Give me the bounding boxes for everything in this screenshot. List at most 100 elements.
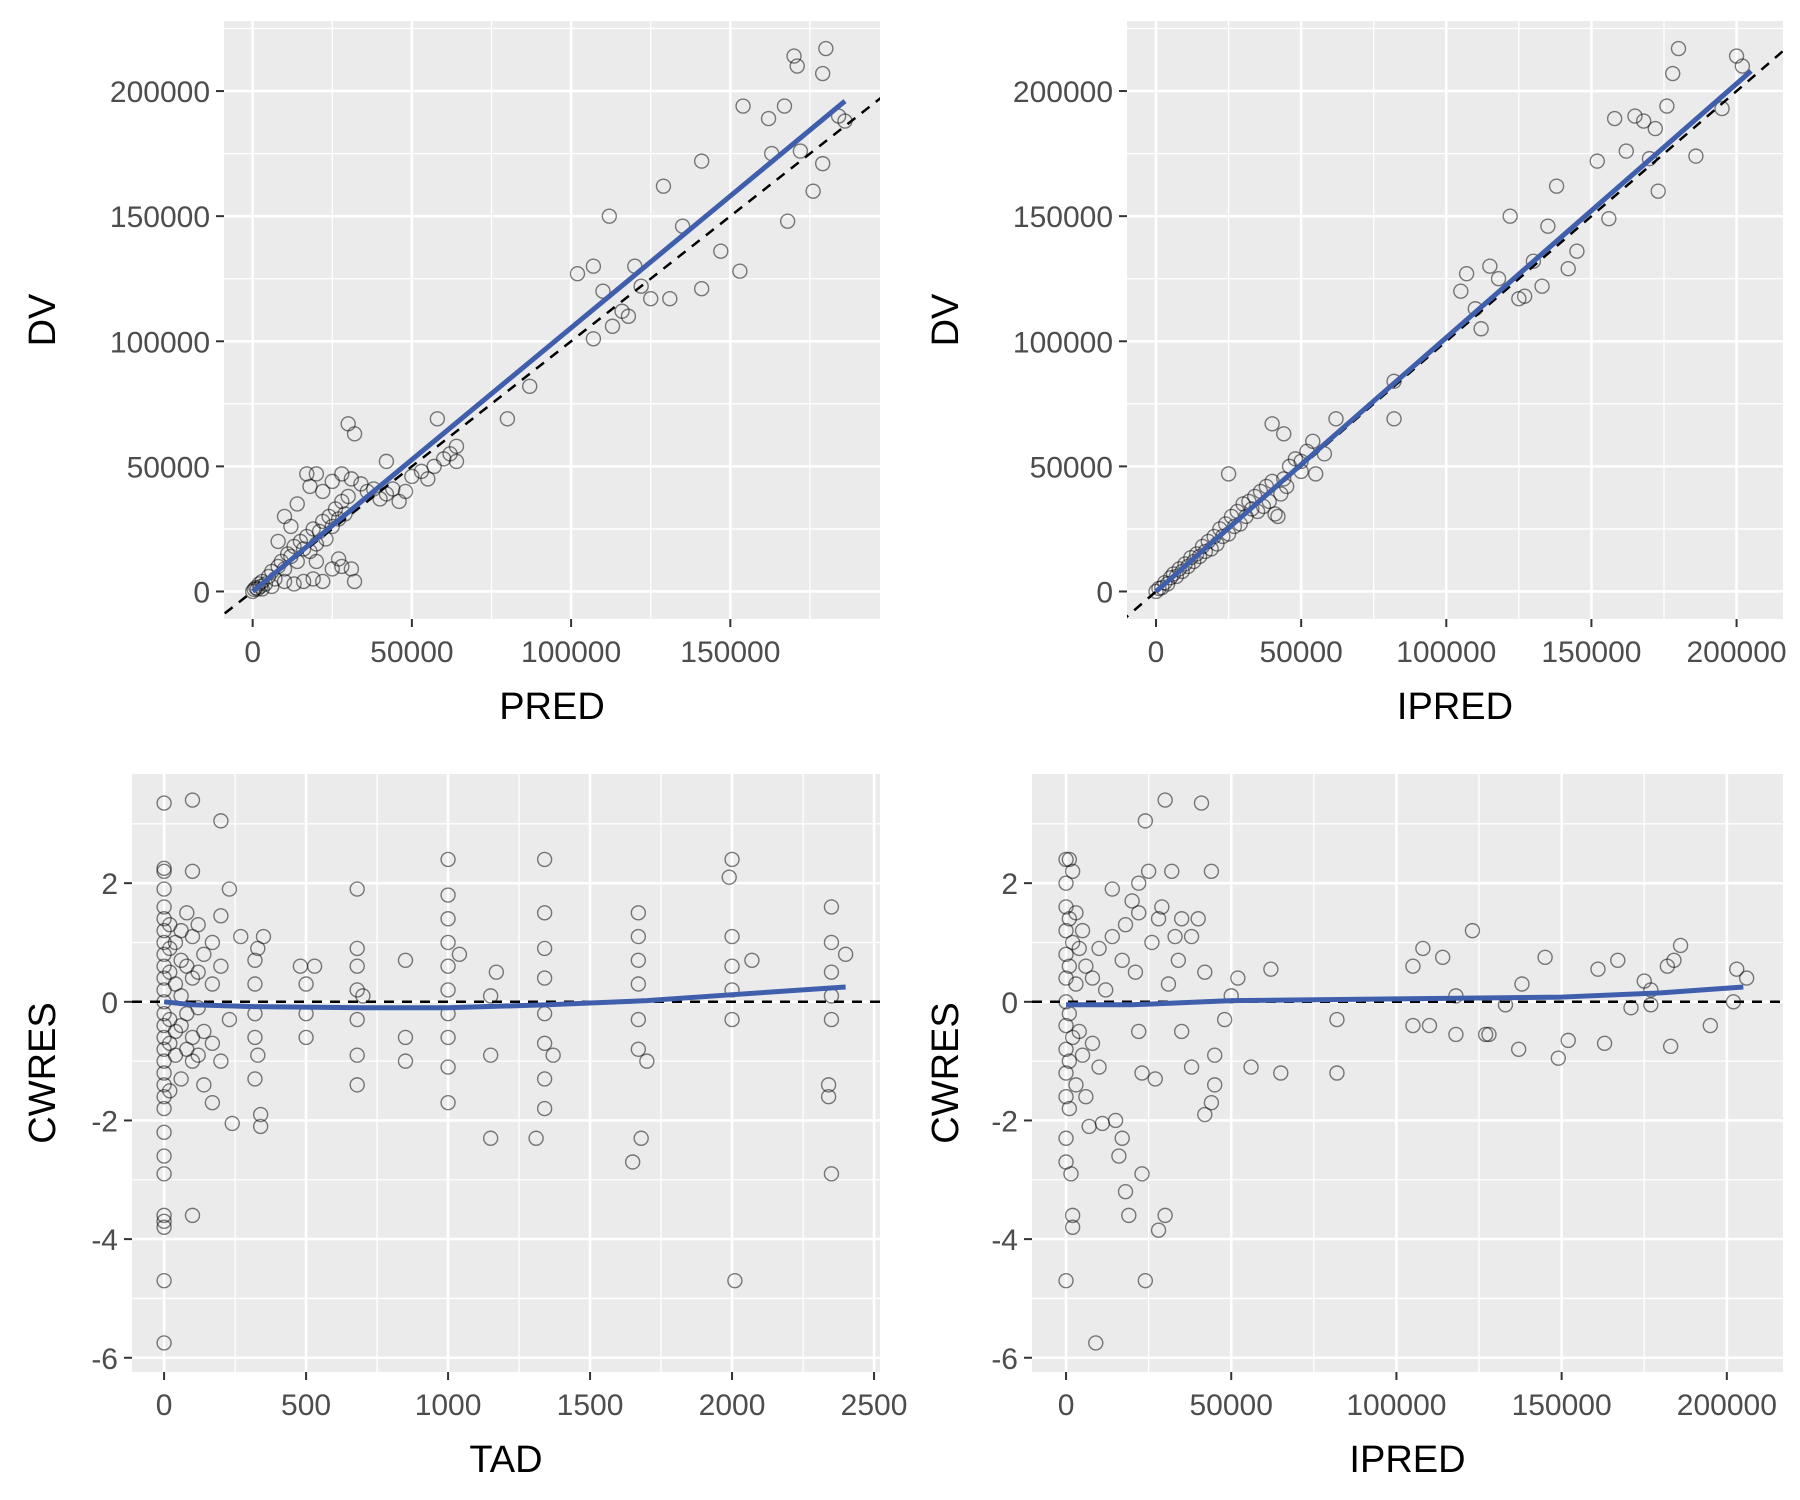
data-point [536, 1035, 553, 1052]
data-point [643, 291, 659, 307]
data-point [779, 213, 796, 229]
data-point [1058, 1017, 1074, 1034]
data-point [1117, 1183, 1134, 1200]
data-point [724, 928, 740, 945]
data-point [440, 1029, 456, 1046]
data-point [1618, 143, 1634, 159]
data-point [1666, 952, 1682, 968]
x-tick-label: 150000 [680, 636, 780, 669]
data-point [184, 1207, 201, 1224]
data-point [1405, 958, 1421, 974]
data-point [349, 881, 365, 897]
data-point [156, 1148, 172, 1164]
data-point [1548, 178, 1565, 194]
data-point [251, 576, 267, 592]
data-point [536, 1071, 553, 1087]
data-point [349, 940, 365, 957]
data-point [1203, 863, 1220, 879]
data-point [482, 988, 499, 1004]
data-point [760, 110, 777, 127]
panel-3: 0 500 1000 1500 2000 2500 -6 -4 -2 0 2 TAD CWRES [22, 774, 907, 1481]
data-point [727, 1272, 743, 1289]
data-point [1276, 471, 1292, 487]
data-point [1514, 976, 1530, 992]
data-point [1473, 321, 1489, 337]
data-point [397, 483, 414, 500]
data-point [1203, 1094, 1220, 1111]
data-point [1074, 922, 1091, 939]
data-point [204, 976, 221, 992]
data-point [156, 1335, 172, 1351]
data-point [744, 952, 760, 968]
data-point [662, 291, 678, 307]
data-point [585, 258, 602, 274]
x-axis-title: TAD [469, 1439, 542, 1481]
data-point [1220, 466, 1237, 482]
data-point [156, 1065, 172, 1081]
data-point [732, 263, 748, 279]
data-point [1590, 961, 1606, 977]
data-point [1510, 1041, 1527, 1057]
data-point [298, 1029, 314, 1046]
smooth-trend-line [1154, 69, 1753, 594]
data-point [156, 911, 172, 927]
data-point [776, 98, 793, 114]
y-tick-label: 150000 [110, 201, 210, 234]
data-point [482, 1130, 499, 1146]
data-point [378, 453, 395, 470]
data-point [1063, 1166, 1079, 1182]
data-point [1058, 1272, 1074, 1289]
data-point [306, 958, 323, 974]
data-point [1104, 928, 1120, 945]
data-point [585, 331, 602, 347]
identity-reference-line [1127, 49, 1783, 619]
data-point [1061, 1053, 1078, 1069]
data-point [823, 964, 840, 980]
x-tick-label: 50000 [370, 636, 453, 669]
y-axis-title: DV [925, 293, 967, 346]
data-point [528, 1130, 544, 1146]
data-point [213, 1053, 229, 1069]
data-point [1162, 570, 1179, 586]
data-point [156, 795, 172, 811]
data-point [349, 1077, 365, 1093]
data-point [1127, 964, 1144, 980]
data-point [818, 40, 834, 57]
y-tick-label: 2 [101, 868, 118, 901]
data-point [1537, 949, 1553, 966]
data-point [190, 964, 206, 980]
y-tick-label: 50000 [1030, 451, 1113, 484]
data-point [1729, 961, 1745, 977]
y-tick-label: -6 [991, 1343, 1018, 1376]
data-point [693, 153, 710, 169]
data-point [1104, 881, 1120, 897]
data-point [1071, 940, 1087, 957]
data-point [156, 1219, 172, 1235]
data-point [1107, 1112, 1124, 1129]
data-point [1157, 1207, 1173, 1224]
plot-area [1127, 40, 1783, 619]
data-point [305, 571, 321, 587]
data-point [397, 1053, 414, 1069]
data-point [346, 426, 363, 442]
data-point [1074, 1047, 1091, 1063]
data-point [315, 573, 331, 590]
data-point [633, 1130, 649, 1146]
data-point [308, 466, 325, 482]
data-point [1197, 1106, 1213, 1123]
data-point [1264, 416, 1280, 432]
data-point [1134, 1166, 1150, 1182]
data-point [1273, 1065, 1289, 1081]
data-point [1502, 208, 1518, 224]
data-point [536, 1100, 553, 1117]
data-point [343, 471, 360, 487]
data-point [601, 208, 618, 224]
data-point [340, 488, 356, 505]
data-point [349, 958, 365, 974]
data-point [397, 1029, 414, 1046]
data-point [1458, 266, 1475, 282]
data-point [1197, 964, 1213, 980]
y-tick-label: 100000 [1013, 326, 1113, 359]
panel-2: 0 50000 100000 150000 200000 0 50000 100000 1500… [925, 21, 1787, 728]
y-tick-label: -6 [91, 1343, 118, 1376]
